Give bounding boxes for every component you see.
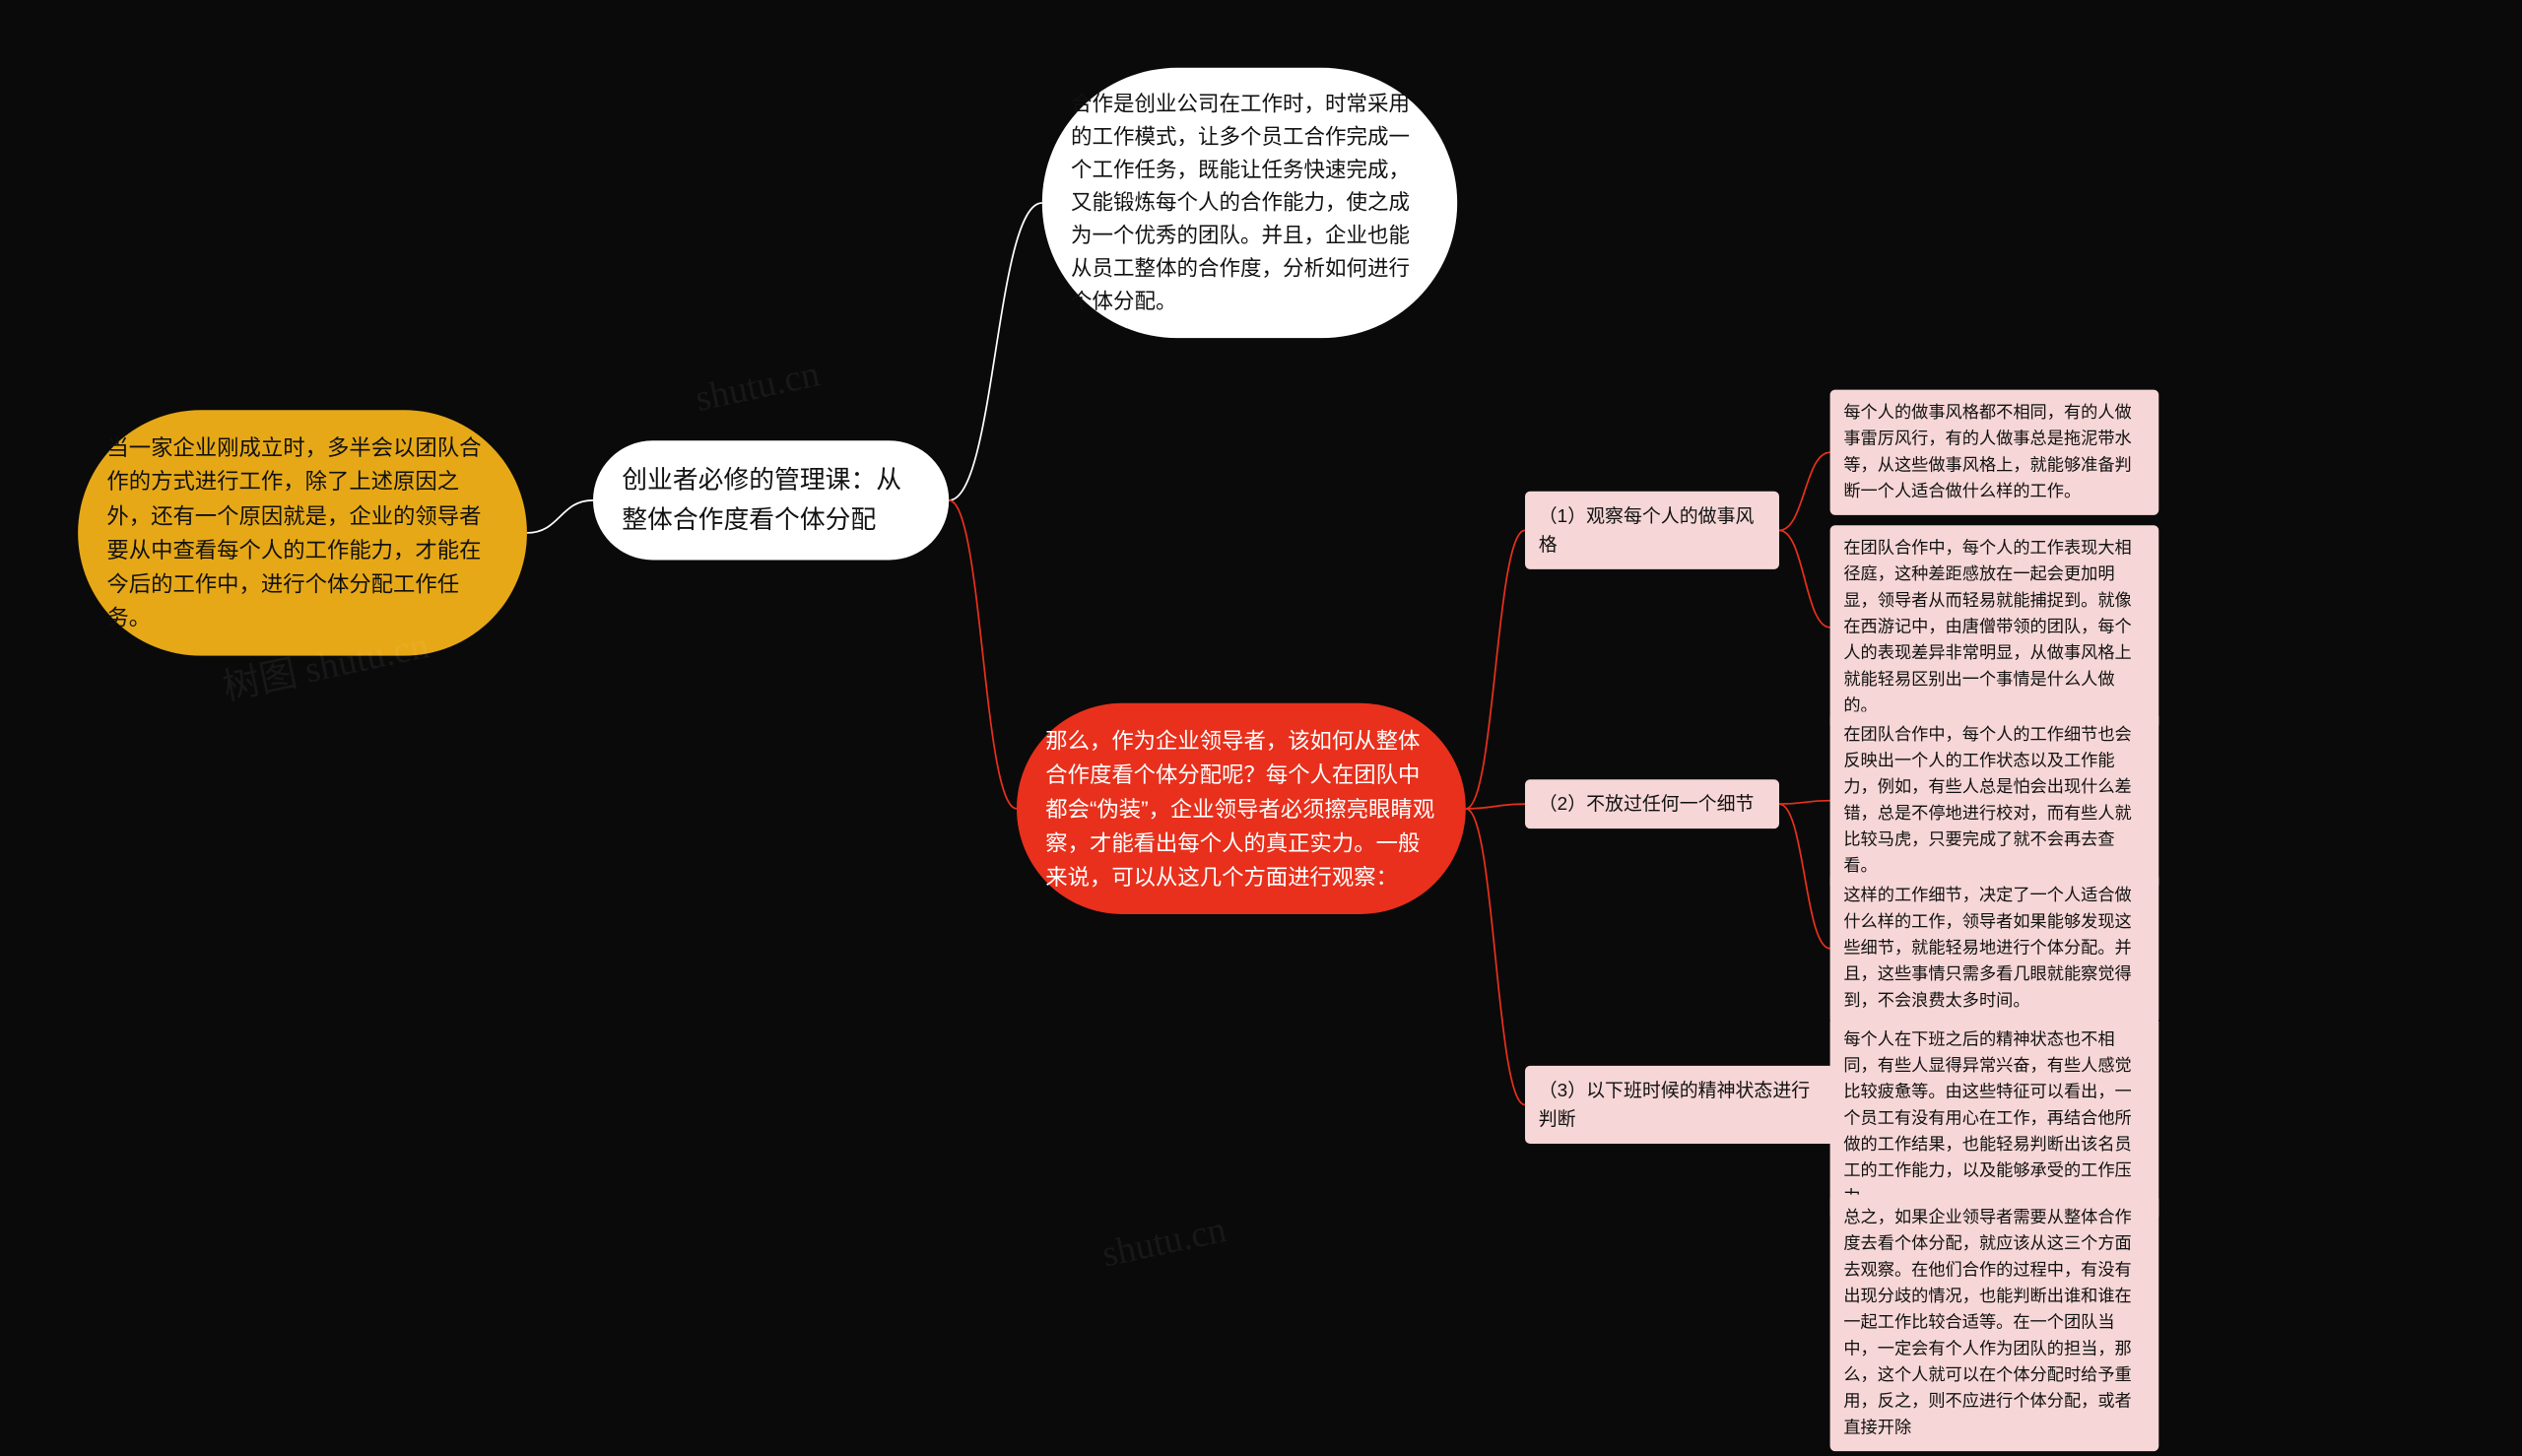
node-red_main: 那么，作为企业领导者，该如何从整体合作度看个体分配呢？每个人在团队中都会“伪装”… (1017, 703, 1466, 915)
node-leaf1b: 在团队合作中，每个人的工作表现大相径庭，这种差距感放在一起会更加明显，领导者从而… (1830, 525, 2159, 729)
connector (1779, 452, 1830, 530)
connector (949, 500, 1017, 809)
node-sub2: （2）不放过任何一个细节 (1525, 779, 1779, 828)
node-leaf1a: 每个人的做事风格都不相同，有的人做事雷厉风行，有的人做事总是拖泥带水等，从这些做… (1830, 390, 2159, 515)
node-leaf3a: 每个人在下班之后的精神状态也不相同，有些人显得异常兴奋，有些人感觉比较疲惫等。由… (1830, 1017, 2159, 1221)
connector (527, 500, 593, 533)
node-leaf2b: 这样的工作细节，决定了一个人适合做什么样的工作，领导者如果能够发现这些细节，就能… (1830, 873, 2159, 1025)
node-leaf3b: 总之，如果企业领导者需要从整体合作度去看个体分配，就应该从这三个方面去观察。在他… (1830, 1195, 2159, 1452)
connector (1779, 530, 1830, 627)
node-sub1: （1）观察每个人的做事风格 (1525, 492, 1779, 569)
connector (949, 203, 1042, 500)
node-yellow_left: 当一家企业刚成立时，多半会以团队合作的方式进行工作，除了上述原因之外，还有一个原… (78, 410, 527, 655)
watermark: shutu.cn (692, 352, 824, 420)
mindmap-canvas: 当一家企业刚成立时，多半会以团队合作的方式进行工作，除了上述原因之外，还有一个原… (0, 0, 2169, 1456)
node-sub3: （3）以下班时候的精神状态进行判断 (1525, 1066, 1838, 1144)
connector (1466, 530, 1525, 809)
connector (1466, 809, 1525, 1105)
node-white_top: 合作是创业公司在工作时，时常采用的工作模式，让多个员工合作完成一个工作任务，既能… (1042, 68, 1457, 339)
connector (1779, 801, 1830, 804)
connector (1779, 804, 1830, 949)
node-leaf2a: 在团队合作中，每个人的工作细节也会反映出一个人的工作状态以及工作能力，例如，有些… (1830, 711, 2159, 890)
node-center: 创业者必修的管理课：从整体合作度看个体分配 (593, 440, 949, 560)
connector (1466, 804, 1525, 809)
watermark: shutu.cn (1098, 1208, 1230, 1276)
